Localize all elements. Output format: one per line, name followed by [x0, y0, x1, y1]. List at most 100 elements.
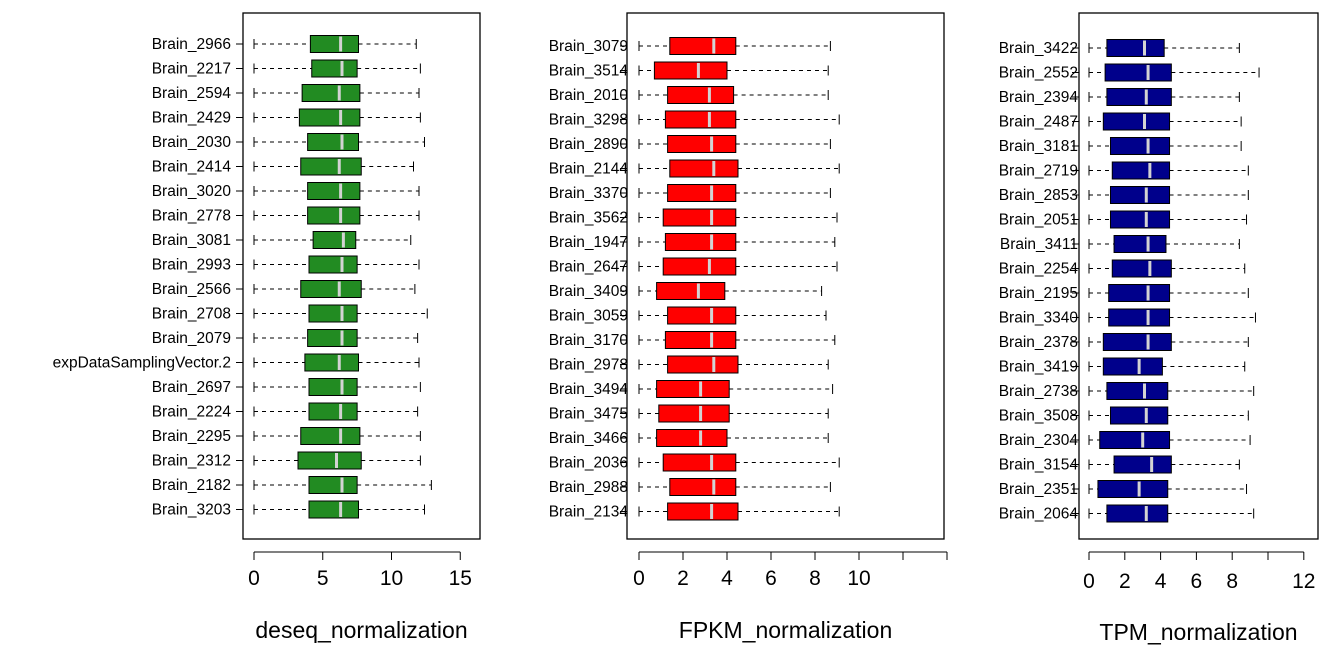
box: [309, 35, 359, 53]
box-row: Brain_3079: [549, 37, 831, 55]
box: [667, 86, 735, 104]
y-tick-label: Brain_2254: [999, 261, 1079, 278]
box: [1102, 112, 1171, 131]
box-row: Brain_2988: [549, 478, 831, 496]
box: [307, 133, 359, 151]
box-row: Brain_2182: [152, 476, 432, 494]
box: [307, 329, 358, 347]
box-row: Brain_3508: [999, 406, 1249, 425]
box: [298, 108, 361, 127]
y-tick-label: Brain_3059: [549, 308, 628, 325]
box-row: Brain_2552: [999, 63, 1260, 82]
x-tick-label: 0: [248, 567, 260, 590]
box: [304, 353, 359, 372]
y-tick-label: Brain_2144: [549, 161, 629, 178]
box-row: Brain_3466: [549, 429, 829, 447]
box: [656, 380, 730, 398]
y-tick-label: Brain_3411: [1000, 236, 1078, 253]
y-tick-label: Brain_3203: [152, 502, 231, 519]
y-tick-label: Brain_2647: [549, 259, 628, 276]
x-tick-label: 8: [809, 567, 821, 590]
box-row: Brain_2064: [999, 504, 1255, 523]
box-row: Brain_2312: [152, 451, 421, 470]
y-tick-label: Brain_2394: [999, 89, 1079, 106]
box: [308, 304, 358, 323]
box-row: Brain_2966: [152, 35, 417, 53]
box: [1106, 88, 1172, 106]
y-tick-label: Brain_2719: [999, 163, 1078, 180]
box-row: Brain_2697: [152, 378, 421, 396]
x-tick-label: 6: [765, 567, 777, 590]
x-tick-label: 2: [677, 567, 689, 590]
box: [1108, 284, 1171, 302]
box: [1106, 504, 1169, 523]
y-tick-label: Brain_3466: [549, 430, 628, 447]
y-tick-label: Brain_2312: [152, 453, 231, 470]
box-row: Brain_3494: [549, 380, 834, 398]
box-row: Brain_2414: [152, 157, 414, 176]
y-tick-label: Brain_3409: [549, 283, 628, 300]
y-tick-label: Brain_3170: [549, 332, 629, 349]
box-row: Brain_2708: [152, 304, 428, 323]
box: [308, 255, 358, 274]
y-tick-label: Brain_2487: [999, 114, 1078, 131]
y-tick-label: Brain_2224: [152, 404, 232, 421]
box: [667, 355, 739, 374]
box: [664, 331, 737, 349]
box-row: Brain_2993: [152, 255, 420, 274]
x-axis-label: deseq_normalization: [255, 617, 467, 643]
x-tick-label: 6: [1191, 570, 1203, 593]
box: [297, 451, 362, 470]
box: [667, 184, 737, 202]
box: [308, 476, 358, 494]
box: [1097, 480, 1169, 498]
y-tick-label: Brain_2988: [549, 479, 628, 496]
plot-frame: [626, 12, 945, 540]
y-tick-label: Brain_2010: [549, 87, 629, 104]
box-row: Brain_3020: [152, 182, 420, 200]
box: [667, 502, 739, 521]
box: [1102, 333, 1172, 351]
box-row: Brain_2030: [152, 133, 425, 151]
box-row: Brain_3419: [999, 357, 1246, 376]
y-tick-label: Brain_2351: [999, 481, 1078, 498]
box-row: Brain_2304: [999, 431, 1251, 449]
box: [662, 208, 737, 227]
box: [656, 429, 728, 447]
box-row: Brain_2429: [152, 108, 421, 127]
y-tick-label: Brain_2036: [549, 455, 628, 472]
x-tick-label: 5: [317, 567, 329, 590]
panel-1: Brain_2966 Brain_2217 Brain_2594 Brain_2429…: [53, 12, 481, 643]
x-axis-label: FPKM_normalization: [679, 617, 892, 643]
y-tick-label: Brain_2697: [152, 379, 231, 396]
box-row: Brain_2195: [999, 284, 1249, 302]
box: [1109, 210, 1171, 229]
box-row: Brain_2351: [999, 480, 1248, 498]
box-row: Brain_2144: [549, 159, 840, 178]
y-tick-label: Brain_2778: [152, 208, 231, 225]
y-tick-label: Brain_3181: [999, 138, 1078, 155]
box: [308, 378, 358, 396]
box-row: Brain_3170: [549, 331, 836, 349]
box-row: Brain_3081: [152, 231, 412, 249]
y-tick-label: Brain_3081: [152, 232, 231, 249]
box-row: Brain_2853: [999, 186, 1249, 204]
y-tick-label: Brain_2304: [999, 432, 1079, 449]
box-row: Brain_3203: [152, 500, 425, 519]
y-tick-label: Brain_3508: [999, 408, 1078, 425]
y-tick-label: Brain_2738: [999, 383, 1078, 400]
y-tick-label: Brain_2853: [999, 187, 1078, 204]
box-row: Brain_2051: [999, 210, 1248, 229]
panel-3: Brain_3422 Brain_2552 Brain_2394 Brain_2487…: [999, 12, 1319, 645]
box: [1113, 235, 1167, 253]
box: [301, 84, 361, 102]
y-tick-label: Brain_2051: [999, 212, 1078, 229]
y-tick-label: Brain_3020: [152, 183, 232, 200]
box-row: Brain_3411: [1000, 235, 1240, 253]
y-tick-label: Brain_2429: [152, 110, 231, 127]
box-row: Brain_3514: [549, 61, 829, 80]
y-tick-label: Brain_2064: [999, 506, 1079, 523]
y-tick-label: Brain_3475: [549, 406, 628, 423]
x-tick-label: 4: [721, 567, 733, 590]
